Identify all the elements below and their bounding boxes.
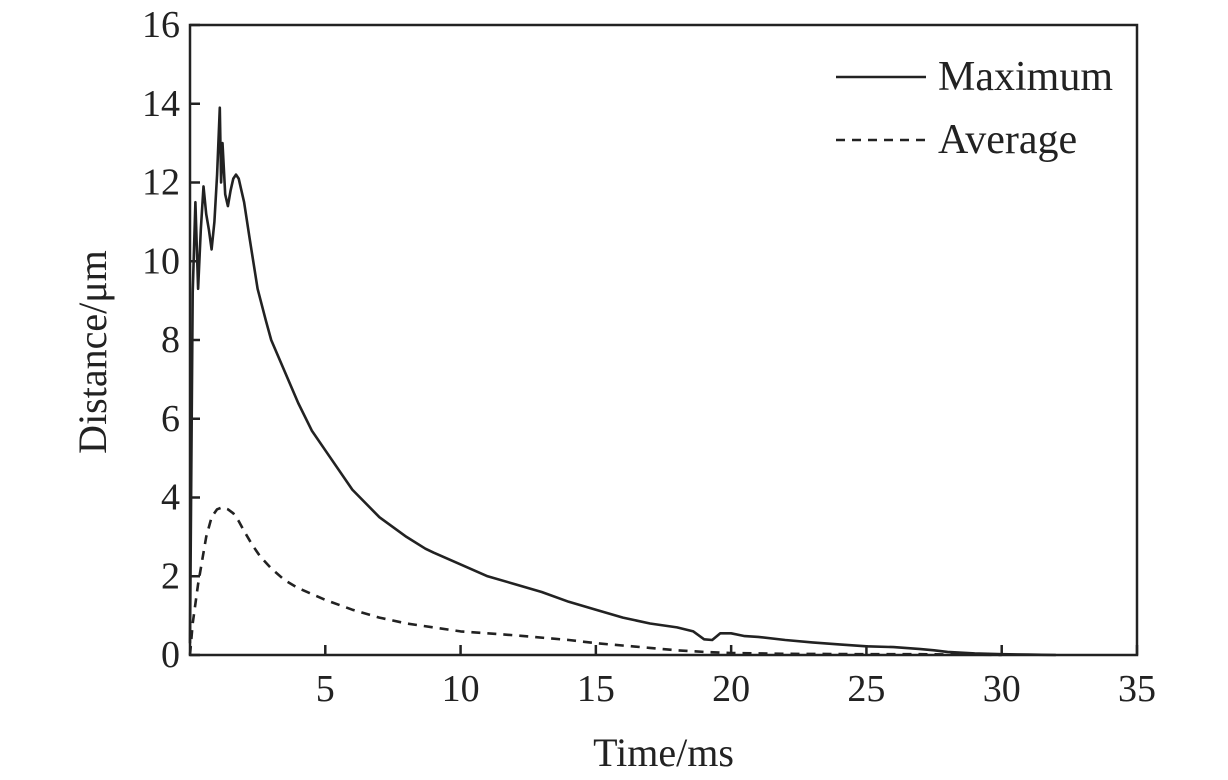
series-line-maximum: [188, 106, 1056, 657]
y-tick-label-6: 6: [161, 398, 180, 440]
plot-area: [188, 106, 1056, 657]
y-tick-label-12: 12: [142, 162, 180, 204]
y-tick-label-0: 0: [161, 634, 180, 676]
x-tick-label-35: 35: [1118, 668, 1156, 710]
y-tick-label-8: 8: [161, 319, 180, 361]
x-tick-label-25: 25: [847, 668, 885, 710]
y-tick-label-2: 2: [161, 555, 180, 597]
series-line-average: [188, 505, 1002, 657]
legend-label-average: Average: [938, 117, 1077, 163]
y-tick-label-10: 10: [142, 240, 180, 282]
y-tick-label-4: 4: [161, 477, 180, 519]
x-tick-label-15: 15: [577, 668, 615, 710]
axes: 0 2 4 6 8 10 12 14 16 5 10 15 20 25 30 35 Time/ms Distanc…: [70, 4, 1156, 775]
x-tick-label-10: 10: [442, 668, 480, 710]
y-tick-label-14: 14: [142, 83, 180, 125]
y-axis-title: Distance/μm: [70, 250, 115, 454]
legend: Maximum Average: [836, 54, 1113, 163]
x-tick-label-20: 20: [712, 668, 750, 710]
x-tick-label-30: 30: [983, 668, 1021, 710]
x-axis-title: Time/ms: [593, 730, 734, 775]
x-tick-label-5: 5: [316, 668, 335, 710]
legend-label-maximum: Maximum: [938, 54, 1113, 100]
y-tick-label-16: 16: [142, 4, 180, 46]
